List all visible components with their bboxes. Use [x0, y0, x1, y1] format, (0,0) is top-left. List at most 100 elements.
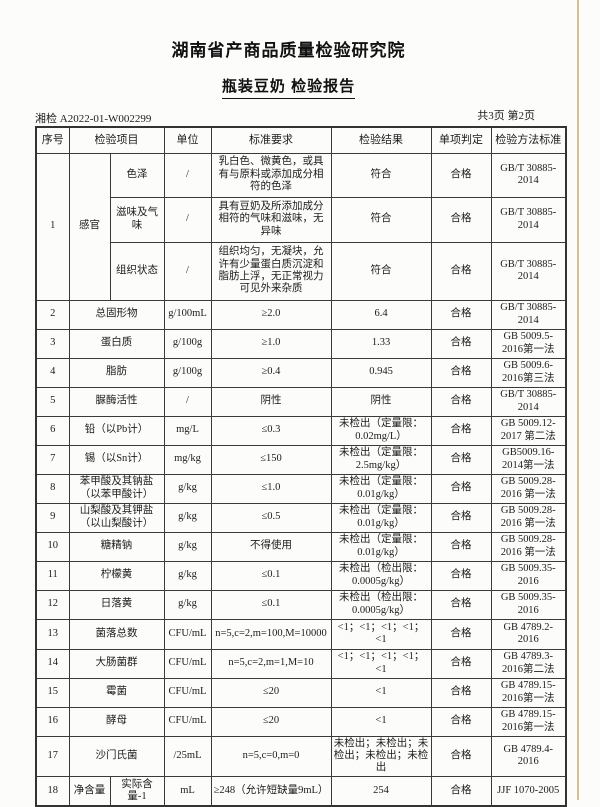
standard-cell: ≥1.0 [210, 328, 332, 359]
row-seq: 11 [35, 560, 70, 591]
standard-cell: 不得使用 [210, 531, 332, 562]
item-sub-name: 组织状态 [109, 241, 165, 301]
verdict-cell: 合格 [430, 299, 492, 330]
verdict-cell: 合格 [430, 618, 492, 650]
col-header-unit: 单位 [163, 126, 212, 154]
verdict-cell: 合格 [430, 196, 492, 243]
table-row: 8 苯甲酸及其钠盐（以苯甲酸计） g/kg ≤1.0 未检出（定量限：0.01g/kg）… [35, 473, 567, 504]
item-name: 铅（以Pb计） [68, 415, 165, 446]
result-cell: <1 [330, 677, 432, 708]
verdict-cell: 合格 [430, 328, 492, 359]
table-row: 6 铅（以Pb计） mg/L ≤0.3 未检出（定量限：0.02mg/L） 合格 GB 50… [35, 415, 567, 446]
result-cell: <1；<1；<1；<1；<1 [330, 618, 432, 650]
standard-cell: ≤0.5 [210, 502, 332, 533]
standard-cell: ≥248（允许短缺量9mL） [210, 775, 332, 807]
table-row: 7 锡（以Sn计） mg/kg ≤150 未检出（定量限：2.5mg/kg） 合格 GB50… [35, 444, 567, 475]
verdict-cell: 合格 [430, 735, 492, 777]
result-cell: <1；<1；<1；<1；<1 [330, 648, 432, 679]
report-title: 瓶装豆奶 检验报告 [221, 75, 356, 99]
method-cell: GB 5009.6-2016第三法 [490, 357, 567, 388]
result-cell: 未检出（定量限：0.02mg/L） [330, 415, 432, 446]
item-name: 锡（以Sn计） [68, 444, 165, 475]
item-sub-name: 实际含量-1 [109, 775, 165, 807]
table-row: 滋味及气味 / 具有豆奶及所添加成分相符的气味和滋味，无异味 符合 合格 GB/T 308… [36, 196, 567, 243]
standard-cell: ≤0.1 [210, 560, 332, 591]
standard-cell: ≥2.0 [210, 299, 332, 330]
standard-cell: 阴性 [210, 386, 332, 417]
method-cell: GB 5009.35-2016 [490, 560, 567, 591]
standard-cell: ≤150 [210, 444, 332, 475]
result-cell: <1 [330, 706, 432, 737]
col-header-method: 检验方法标准 [490, 126, 567, 154]
table-row: 5 脲酶活性 / 阴性 阴性 合格 GB/T 30885-2014 [35, 386, 567, 417]
item-name: 糖精钠 [68, 531, 165, 562]
row-seq: 3 [35, 328, 70, 359]
standard-cell: ≤1.0 [210, 473, 332, 504]
row-seq: 13 [35, 618, 70, 650]
unit-cell: g/kg [163, 560, 212, 591]
report-number: 湘检 A2022-01-W002299 [35, 113, 152, 125]
result-cell: 未检出；未检出；未检出；未检出；未检出 [330, 735, 432, 777]
unit-cell: / [163, 196, 212, 243]
table-row: 4 脂肪 g/100g ≥0.4 0.945 合格 GB 5009.6-2016第三法 [35, 357, 567, 388]
col-header-verdict: 单项判定 [430, 126, 492, 154]
row-seq: 2 [35, 299, 70, 330]
row-seq: 17 [35, 735, 70, 777]
table-row: 16 酵母 CFU/mL ≤20 <1 合格 GB 4789.15-2016第一法 [35, 706, 567, 737]
table-row: 18 净含量 实际含量-1 mL ≥248（允许短缺量9mL） 254 合格 JJF 1070… [35, 775, 567, 807]
row-seq: 4 [35, 357, 70, 388]
standard-cell: ≤20 [210, 706, 332, 737]
method-cell: GB/T 30885-2014 [490, 241, 567, 301]
method-cell: GB 5009.5-2016第一法 [490, 328, 567, 359]
method-cell: GB 4789.4-2016 [490, 735, 567, 777]
method-cell: GB5009.16-2014第一法 [490, 444, 567, 475]
meta-row: 湘检 A2022-01-W002299 共3页 第2页 [35, 107, 565, 126]
table-header: 序号 检验项目 单位 标准要求 检验结果 单项判定 检验方法标准 [35, 126, 567, 154]
table-row: 17 沙门氏菌/25mL n=5,c=0,m=0 未检出；未检出；未检出；未检出；未检… [35, 735, 567, 777]
item-sub-name: 色泽 [109, 152, 165, 198]
unit-cell: CFU/mL [163, 706, 212, 737]
row-seq: 8 [35, 473, 70, 504]
table-row: 14 大肠菌群 CFU/mL n=5,c=2,m=1,M=10 <1；<1；<1；<1；… [35, 648, 567, 679]
table-row: 13 菌落总数 CFU/mL n=5,c=2,m=100,M=10000 <1；<1；<… [35, 618, 567, 650]
inspection-table: 序号 检验项目 单位 标准要求 检验结果 单项判定 检验方法标准 1 感官 色泽 / 乳… [35, 126, 567, 807]
row-seq: 16 [35, 706, 70, 737]
method-cell: GB/T 30885-2014 [490, 386, 567, 417]
row-seq: 6 [35, 415, 70, 446]
result-cell: 未检出（定量限：0.01g/kg） [330, 473, 432, 504]
col-header-standard: 标准要求 [210, 126, 332, 154]
verdict-cell: 合格 [430, 706, 492, 737]
result-cell: 未检出（检出限：0.0005g/kg） [330, 589, 432, 620]
result-cell: 1.33 [330, 328, 432, 359]
unit-cell: g/kg [163, 531, 212, 562]
table-row: 2 总固形物 g/100mL ≥2.0 6.4 合格 GB/T 30885-2014 [35, 299, 567, 330]
table-row: 3 蛋白质 g/100g ≥1.0 1.33 合格 GB 5009.5-2016第一法 [35, 328, 567, 359]
method-cell: JJF 1070-2005 [490, 775, 567, 807]
unit-cell: g/100g [163, 328, 212, 359]
unit-cell: mL [163, 775, 212, 807]
method-cell: GB 4789.2-2016 [490, 618, 567, 650]
result-cell: 254 [330, 775, 432, 807]
result-cell: 未检出（定量限：0.01g/kg） [330, 531, 432, 562]
item-name: 大肠菌群 [68, 648, 165, 679]
unit-cell: / [163, 386, 212, 417]
verdict-cell: 合格 [430, 473, 492, 504]
item-name: 霉菌 [68, 677, 165, 708]
page-edge-line [577, 0, 579, 800]
unit-cell: mg/kg [163, 444, 212, 475]
row-seq: 12 [35, 589, 70, 620]
verdict-cell: 合格 [430, 357, 492, 388]
verdict-cell: 合格 [430, 502, 492, 533]
row-seq: 5 [35, 386, 70, 417]
result-cell: 符合 [330, 152, 432, 198]
unit-cell: g/100g [163, 357, 212, 388]
verdict-cell: 合格 [430, 775, 492, 807]
verdict-cell: 合格 [430, 241, 492, 301]
verdict-cell: 合格 [430, 444, 492, 475]
verdict-cell: 合格 [430, 415, 492, 446]
method-cell: GB/T 30885-2014 [490, 152, 567, 198]
standard-cell: 具有豆奶及所添加成分相符的气味和滋味，无异味 [210, 196, 332, 243]
item-name: 蛋白质 [68, 328, 165, 359]
verdict-cell: 合格 [430, 589, 492, 620]
method-cell: GB 5009.12-2017 第二法 [490, 415, 567, 446]
